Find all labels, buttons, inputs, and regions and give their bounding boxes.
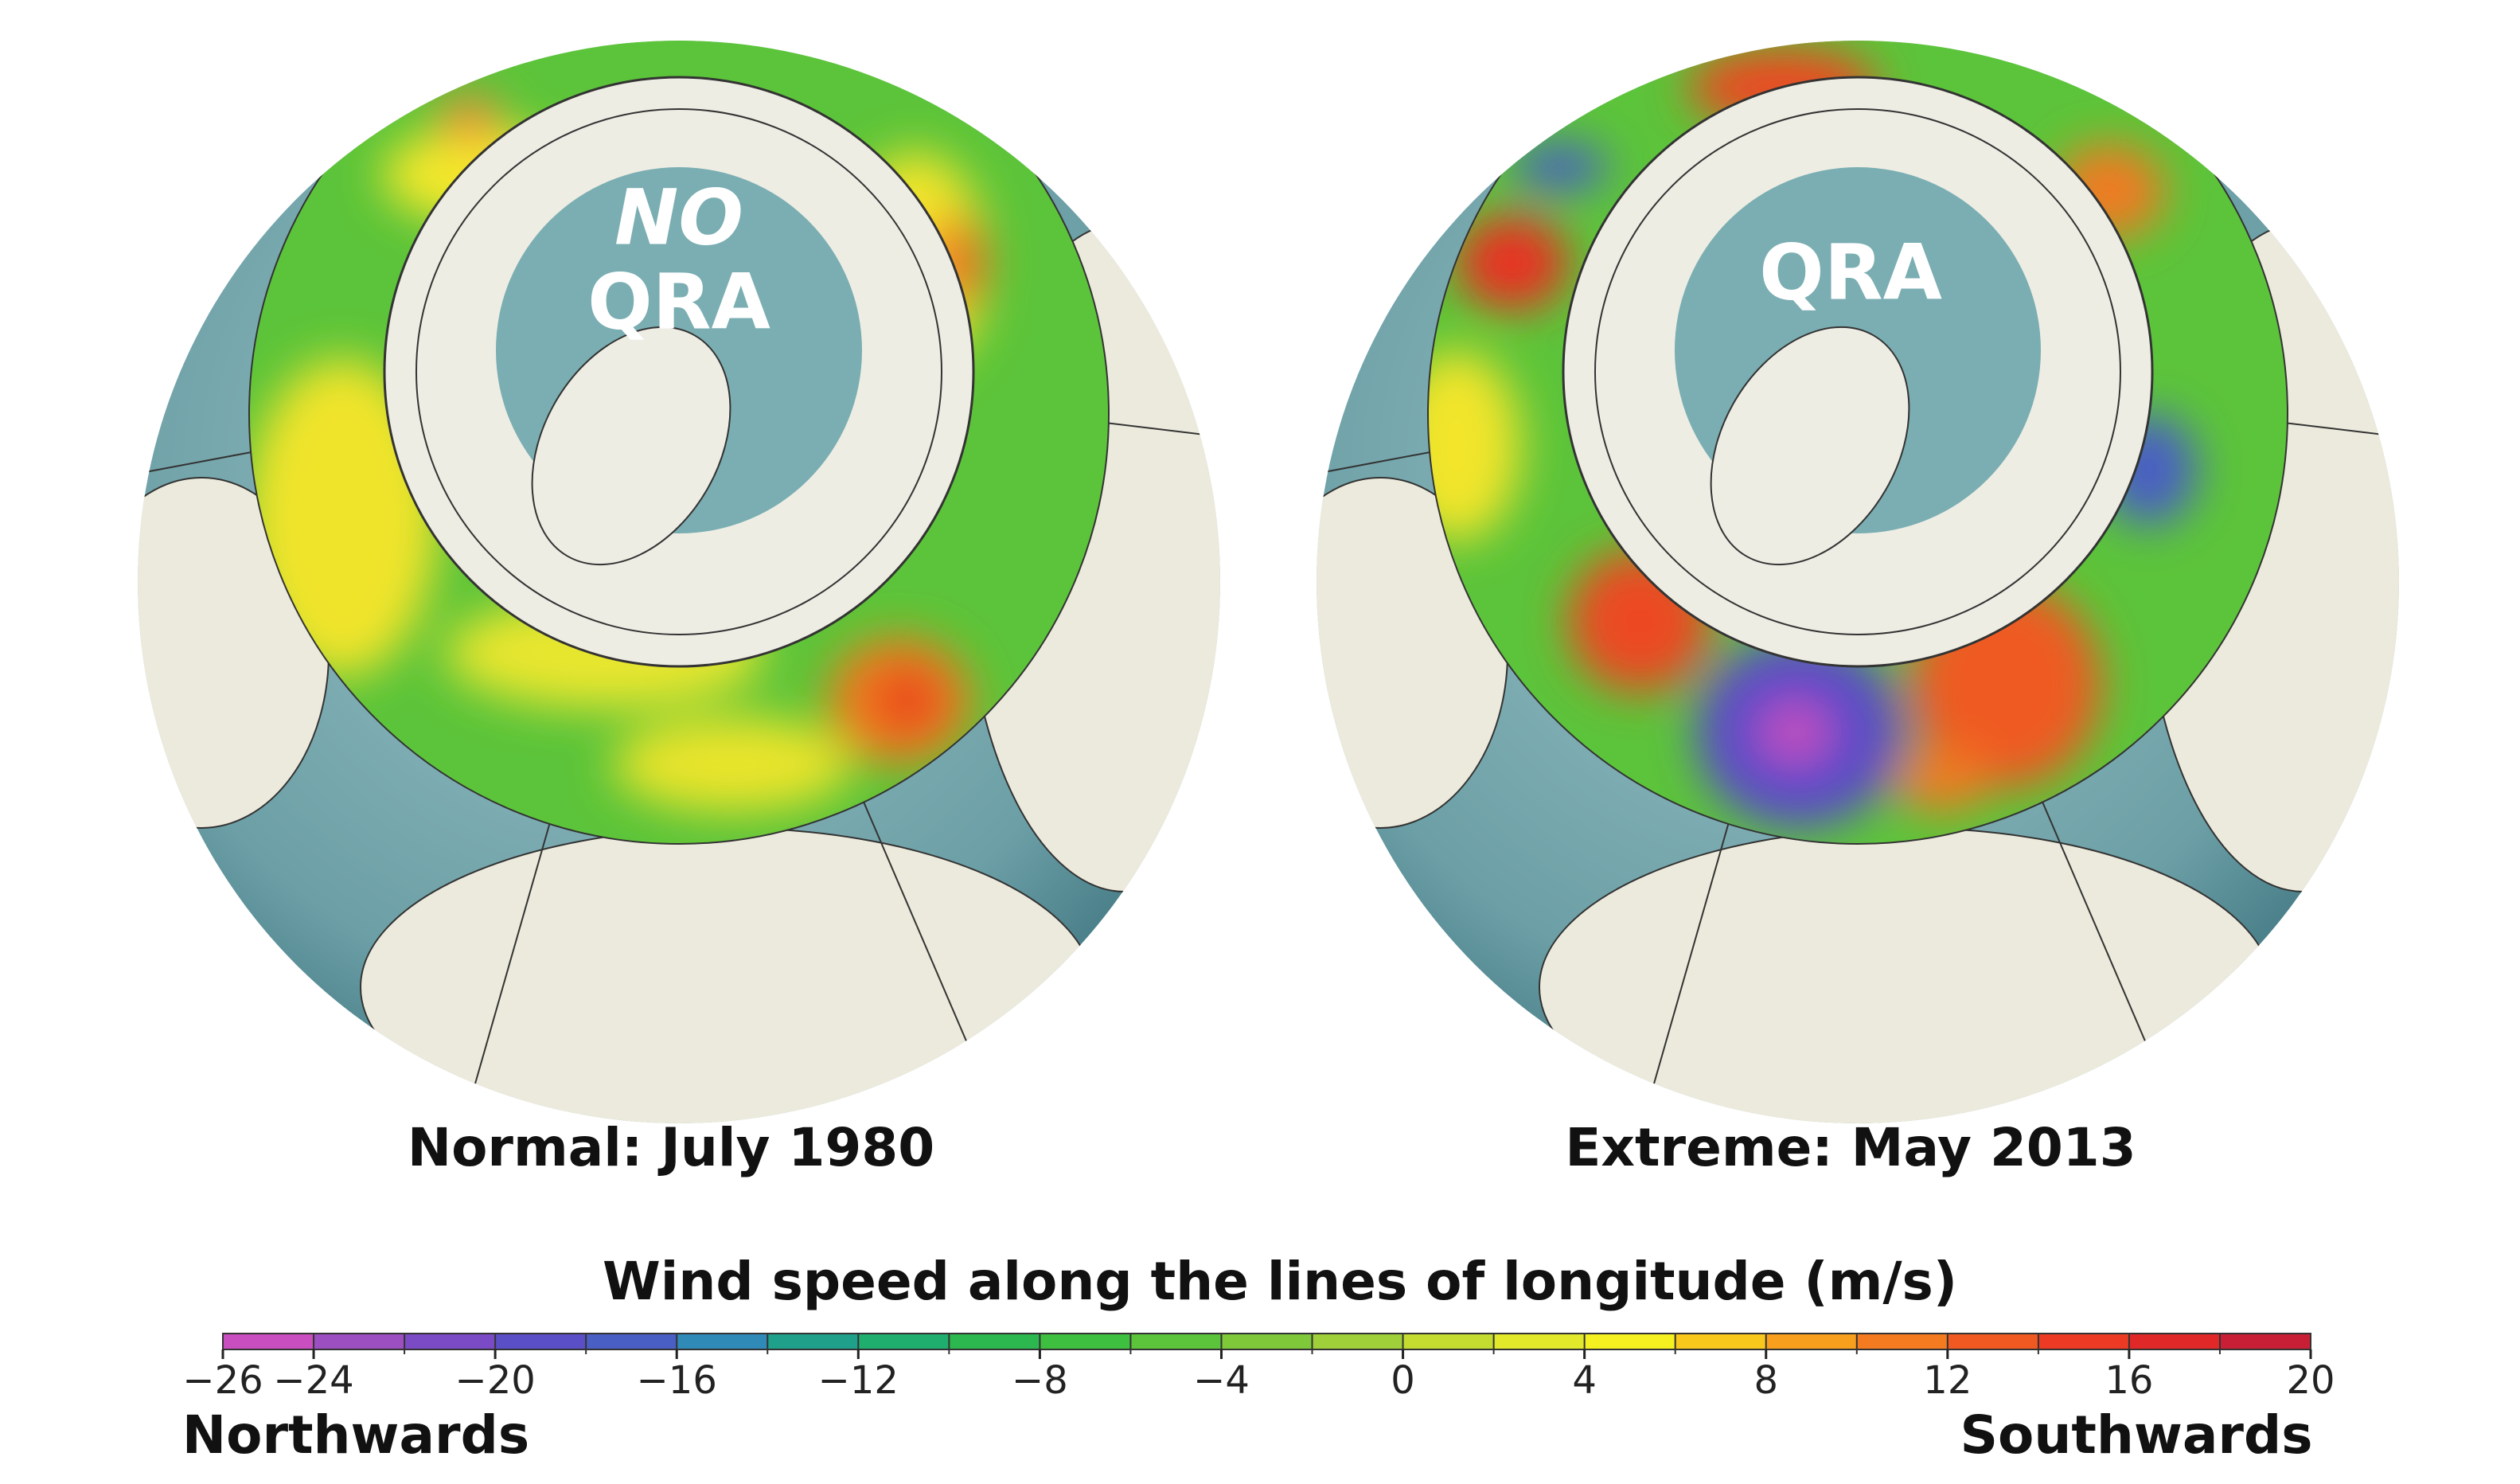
wind-blob <box>438 96 501 143</box>
colorbar-segment <box>1765 1334 1857 1349</box>
wind-blob <box>1428 350 1520 541</box>
wind-blob <box>1894 748 1990 812</box>
wind-blob <box>1759 701 1831 764</box>
colorbar-tick-label: −12 <box>818 1358 899 1403</box>
panel-title: Extreme: May 2013 <box>1565 1117 2136 1178</box>
colorbar-tick-label: 20 <box>2286 1358 2335 1403</box>
wind-blob <box>249 358 438 677</box>
land <box>1539 827 2272 1123</box>
colorbar-tick-label: −20 <box>454 1358 535 1403</box>
colorbar-segment <box>1493 1334 1585 1349</box>
colorbar-segment <box>1584 1334 1675 1349</box>
colorbar-segment <box>1402 1334 1494 1349</box>
colorbar-right-label: Southwards <box>1960 1404 2313 1466</box>
colorbar-segment <box>1947 1334 2038 1349</box>
map-label: QRA <box>587 257 770 346</box>
colorbar-tick-label: −24 <box>273 1358 353 1403</box>
colorbar-segment <box>586 1334 677 1349</box>
polar-circle <box>1594 108 2121 635</box>
map-label: QRA <box>1759 228 1942 317</box>
colorbar-segment <box>223 1334 314 1349</box>
colorbar-tick-label: −8 <box>1012 1358 1068 1403</box>
colorbar-segment <box>1221 1334 1313 1349</box>
colorbar-segment <box>1675 1334 1766 1349</box>
colorbar-segment <box>677 1334 768 1349</box>
greenland <box>1710 326 1910 566</box>
polar-circle <box>415 108 942 635</box>
colorbar-segment <box>2038 1334 2129 1349</box>
map-label: NO <box>614 173 743 262</box>
colorbar-tick-label: 16 <box>2105 1358 2153 1403</box>
colorbar-tick-label: −16 <box>637 1358 717 1403</box>
colorbar-segment <box>2128 1334 2220 1349</box>
panel-title: Normal: July 1980 <box>408 1117 934 1178</box>
colorbar-segment <box>1130 1334 1222 1349</box>
colorbar-segment <box>404 1334 496 1349</box>
wind-blob <box>613 717 852 812</box>
colorbar-segment <box>1312 1334 1403 1349</box>
band-outline <box>1427 41 2288 845</box>
band-outline <box>248 41 1110 845</box>
greenland <box>531 326 731 566</box>
colorbar-segment <box>949 1334 1040 1349</box>
colorbar-tick-label: 12 <box>1923 1358 1972 1403</box>
colorbar-title: Wind speed along the lines of longitude … <box>603 1251 1957 1312</box>
colorbar-segment <box>2219 1334 2311 1349</box>
land <box>360 827 1094 1123</box>
colorbar-segment <box>1040 1334 1131 1349</box>
wind-blob <box>1512 143 1608 191</box>
colorbar-tick-label: −26 <box>182 1358 263 1403</box>
colorbar-segment <box>314 1334 405 1349</box>
colorbar-tick-label: 0 <box>1391 1358 1415 1403</box>
colorbar-frame <box>222 1333 2311 1350</box>
colorbar-segment <box>767 1334 859 1349</box>
wind-blob <box>876 669 939 732</box>
colorbar-tick-label: 8 <box>1753 1358 1778 1403</box>
colorbar-left-label: Northwards <box>182 1404 529 1466</box>
wind-blob <box>1457 215 1568 310</box>
colorbar-segment <box>858 1334 950 1349</box>
colorbar: −26 −24 −20 −16 −12 −8 −4 0 4 8 12 16 20 <box>182 1333 2335 1403</box>
colorbar-tick-label: −4 <box>1193 1358 1250 1403</box>
colorbar-tick-label: 4 <box>1572 1358 1597 1403</box>
colorbar-segment <box>1856 1334 1948 1349</box>
colorbar-segment <box>495 1334 587 1349</box>
